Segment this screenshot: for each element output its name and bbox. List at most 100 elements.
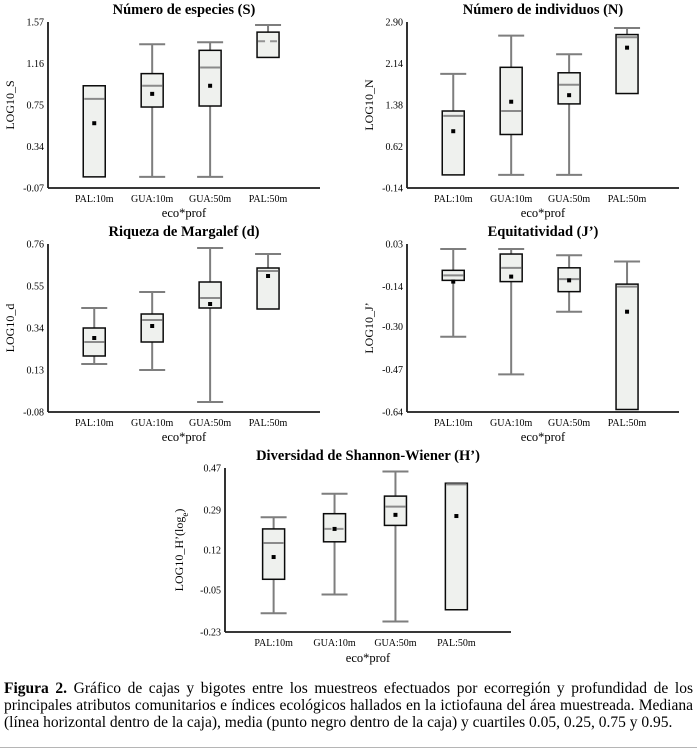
mean-marker [509,99,514,104]
mean-marker [208,83,213,88]
y-tick-label: 0.75 [27,101,45,112]
category-label: PAL:10m [434,194,473,205]
boxplot-numero-especies: Número de especies (S) LOG10_S 1.57 1.16 0.7… [3,2,320,220]
y-axis-label: LOG10_S [3,80,17,129]
category-label: GUA:10m [490,418,532,429]
y-tick-label: -0.30 [382,322,403,333]
y-axis-label: LOG10_J’ [362,302,376,353]
mean-marker [392,512,397,517]
plots-row-3: Diversidad de Shannon-Wiener (H’) LOG10_H… [0,446,697,676]
boxplot-riqueza-margalef: Riqueza de Margalef (d) LOG10_d 0.76 0.55 0.… [3,224,320,444]
y-tick-label: 0.34 [27,142,45,153]
y-tick-label: -0.14 [382,184,403,195]
category-label: GUA:50m [548,194,590,205]
category-label: GUA:10m [131,418,173,429]
mean-marker [332,526,337,531]
boxplot-numero-individuos: Número de individuos (N) LOG10_N 2.90 2.14 1… [362,2,679,220]
mean-marker [271,555,276,560]
y-tick-label: -0.14 [382,282,403,293]
x-axis-label: eco*prof [521,206,566,220]
x-axis-label: eco*prof [162,206,207,220]
boxplot-equitatividad: Equitatividad (J’) LOG10_J’ 0.03 -0.14 -0.30… [362,224,679,444]
y-axis-label: LOG10_H’(loge) [172,509,190,592]
y-tick-label: 0.13 [27,366,45,377]
category-label: PAL:10m [75,418,114,429]
plot-title: Equitatividad (J’) [488,224,599,240]
y-tick-label: 1.57 [27,18,45,29]
category-label: PAL:50m [608,194,647,205]
caption-text: Gráfico de cajas y bigotes entre los mue… [4,680,693,731]
mean-marker [567,93,572,98]
y-tick-label: -0.07 [23,184,44,195]
mean-marker [150,91,155,96]
x-axis-label: eco*prof [162,430,207,444]
x-axis-label: eco*prof [521,430,566,444]
category-label: GUA:10m [490,194,532,205]
y-tick-label: 0.12 [203,546,221,557]
mean-marker [92,336,97,340]
boxplot-shannon-wiener: Diversidad de Shannon-Wiener (H’) LOG10_H… [172,448,511,665]
box [256,267,280,310]
box [198,281,222,309]
category-label: PAL:50m [249,194,288,205]
category-label: PAL:10m [434,418,473,429]
category-label: PAL:10m [75,194,114,205]
plots-row-2: Riqueza de Margalef (d) LOG10_d 0.76 0.55 0.… [0,222,697,446]
plot-title: Número de especies (S) [113,2,256,18]
y-tick-label: -0.64 [382,408,403,419]
mean-marker [625,45,630,50]
box [441,110,465,176]
mean-marker [92,121,97,126]
category-label: GUA:50m [548,418,590,429]
mean-marker [509,274,514,279]
mean-marker [567,278,572,283]
category-label: PAL:10m [254,638,293,649]
y-tick-label: 0.62 [386,142,404,153]
y-tick-label: 1.16 [27,59,45,70]
y-axis-label: LOG10_N [362,79,376,131]
y-tick-label: 0.76 [27,240,45,251]
y-tick-label: 2.14 [386,59,404,70]
caption-label: Figura 2. [4,680,68,697]
plots-row-1: Número de especies (S) LOG10_S 1.57 1.16 0.7… [0,0,697,222]
category-label: PAL:50m [437,638,476,649]
category-label: GUA:10m [131,194,173,205]
y-tick-label: 0.55 [27,282,45,293]
box [383,495,407,527]
box [557,72,581,105]
category-label: GUA:50m [189,418,231,429]
box [82,85,106,178]
y-tick-label: 0.47 [203,464,221,475]
mean-marker [150,324,155,328]
box [444,482,468,611]
plot-title: Diversidad de Shannon-Wiener (H’) [256,448,480,464]
y-tick-label: 0.34 [27,324,45,335]
mean-marker [451,129,456,134]
mean-marker [625,309,630,314]
figure-caption: Figura 2. Gráfico de cajas y bigotes ent… [0,680,697,731]
y-tick-label: 0.29 [203,506,221,517]
category-label: GUA:50m [189,194,231,205]
y-tick-label: 2.90 [386,18,404,29]
mean-marker [453,514,458,519]
box [615,283,639,411]
box [140,72,164,108]
category-label: PAL:50m [249,418,288,429]
mean-marker [266,274,271,278]
x-axis-label: eco*prof [345,651,390,665]
box [256,31,280,59]
y-tick-label: -0.08 [23,408,44,419]
mean-marker [451,279,456,284]
y-tick-label: 0.03 [386,240,404,251]
category-label: GUA:50m [374,638,416,649]
box [615,33,639,95]
plot-title: Riqueza de Margalef (d) [108,224,259,240]
category-label: PAL:50m [608,418,647,429]
y-tick-label: -0.47 [382,365,403,376]
box [198,49,222,107]
y-tick-label: -0.05 [200,585,221,596]
y-tick-label: 1.38 [386,101,404,112]
y-axis-label: LOG10_d [3,304,17,353]
plot-title: Número de individuos (N) [463,2,624,18]
